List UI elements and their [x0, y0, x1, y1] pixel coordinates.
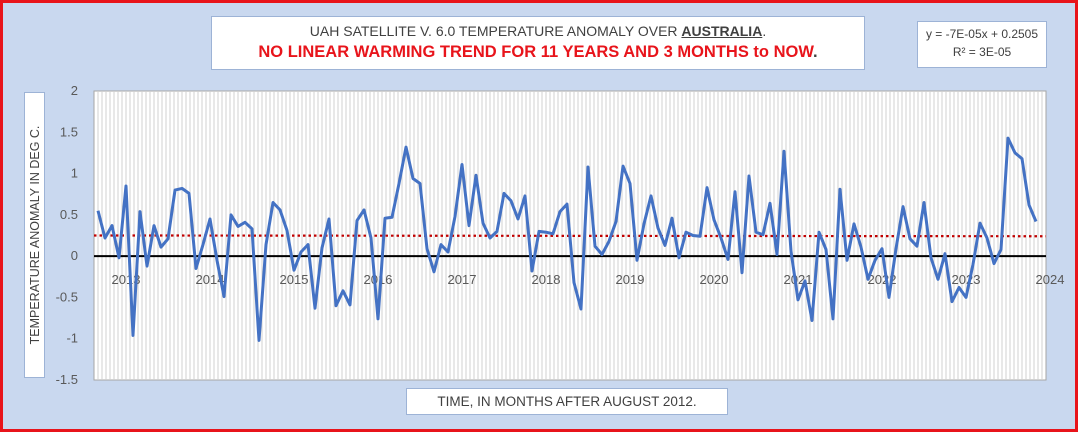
y-tick-label: -0.5 [56, 289, 78, 304]
x-axis-label: TIME, IN MONTHS AFTER AUGUST 2012. [437, 394, 697, 409]
title-line1-suffix: . [762, 23, 767, 39]
x-tick-label: 2023 [952, 272, 981, 287]
title-main-claim: NO LINEAR WARMING TREND FOR 11 YEARS AND… [258, 43, 814, 61]
x-tick-label: 2024 [1036, 272, 1065, 287]
chart-title-line1: UAH SATELLITE V. 6.0 TEMPERATURE ANOMALY… [212, 23, 864, 39]
y-tick-label: 1 [71, 166, 78, 181]
chart-title-box: UAH SATELLITE V. 6.0 TEMPERATURE ANOMALY… [211, 16, 865, 70]
chart-title-line2: NO LINEAR WARMING TREND FOR 11 YEARS AND… [212, 43, 864, 62]
y-axis-ticks: 2 1.5 1 0.5 0 -0.5 -1 -1.5 [56, 83, 78, 387]
series-line-uah-australia [96, 136, 1038, 342]
y-axis-label-box: TEMPERATURE ANOMALY IN DEG C. [24, 92, 45, 378]
x-tick-label: 2016 [364, 272, 393, 287]
y-tick-label: 0 [71, 248, 78, 263]
trendline-equation: y = -7E-05x + 0.2505 [925, 27, 1039, 41]
y-tick-label: 0.5 [60, 207, 78, 222]
title-line2-suffix: . [813, 43, 818, 61]
x-axis-label-box: TIME, IN MONTHS AFTER AUGUST 2012. [406, 388, 728, 415]
x-tick-label: 2022 [868, 272, 897, 287]
y-tick-label: 2 [71, 83, 78, 98]
y-tick-label: 1.5 [60, 124, 78, 139]
x-tick-label: 2019 [616, 272, 645, 287]
x-tick-label: 2017 [448, 272, 477, 287]
trend-line [93, 234, 1047, 238]
title-prefix: UAH SATELLITE V. 6.0 TEMPERATURE ANOMALY… [309, 23, 682, 39]
trendline-r-squared: R² = 3E-05 [952, 45, 1012, 59]
x-tick-label: 2014 [196, 272, 225, 287]
x-tick-label: 2020 [700, 272, 729, 287]
x-tick-label: 2018 [532, 272, 561, 287]
y-tick-label: -1.5 [56, 372, 78, 387]
y-axis-label: TEMPERATURE ANOMALY IN DEG C. [27, 125, 42, 345]
trendline-label-box: y = -7E-05x + 0.2505 R² = 3E-05 [917, 21, 1047, 68]
x-tick-label: 2021 [784, 272, 813, 287]
x-tick-label: 2015 [280, 272, 309, 287]
y-tick-label: -1 [66, 331, 78, 346]
title-region: AUSTRALIA [681, 23, 763, 39]
x-tick-label: 2013 [112, 272, 141, 287]
